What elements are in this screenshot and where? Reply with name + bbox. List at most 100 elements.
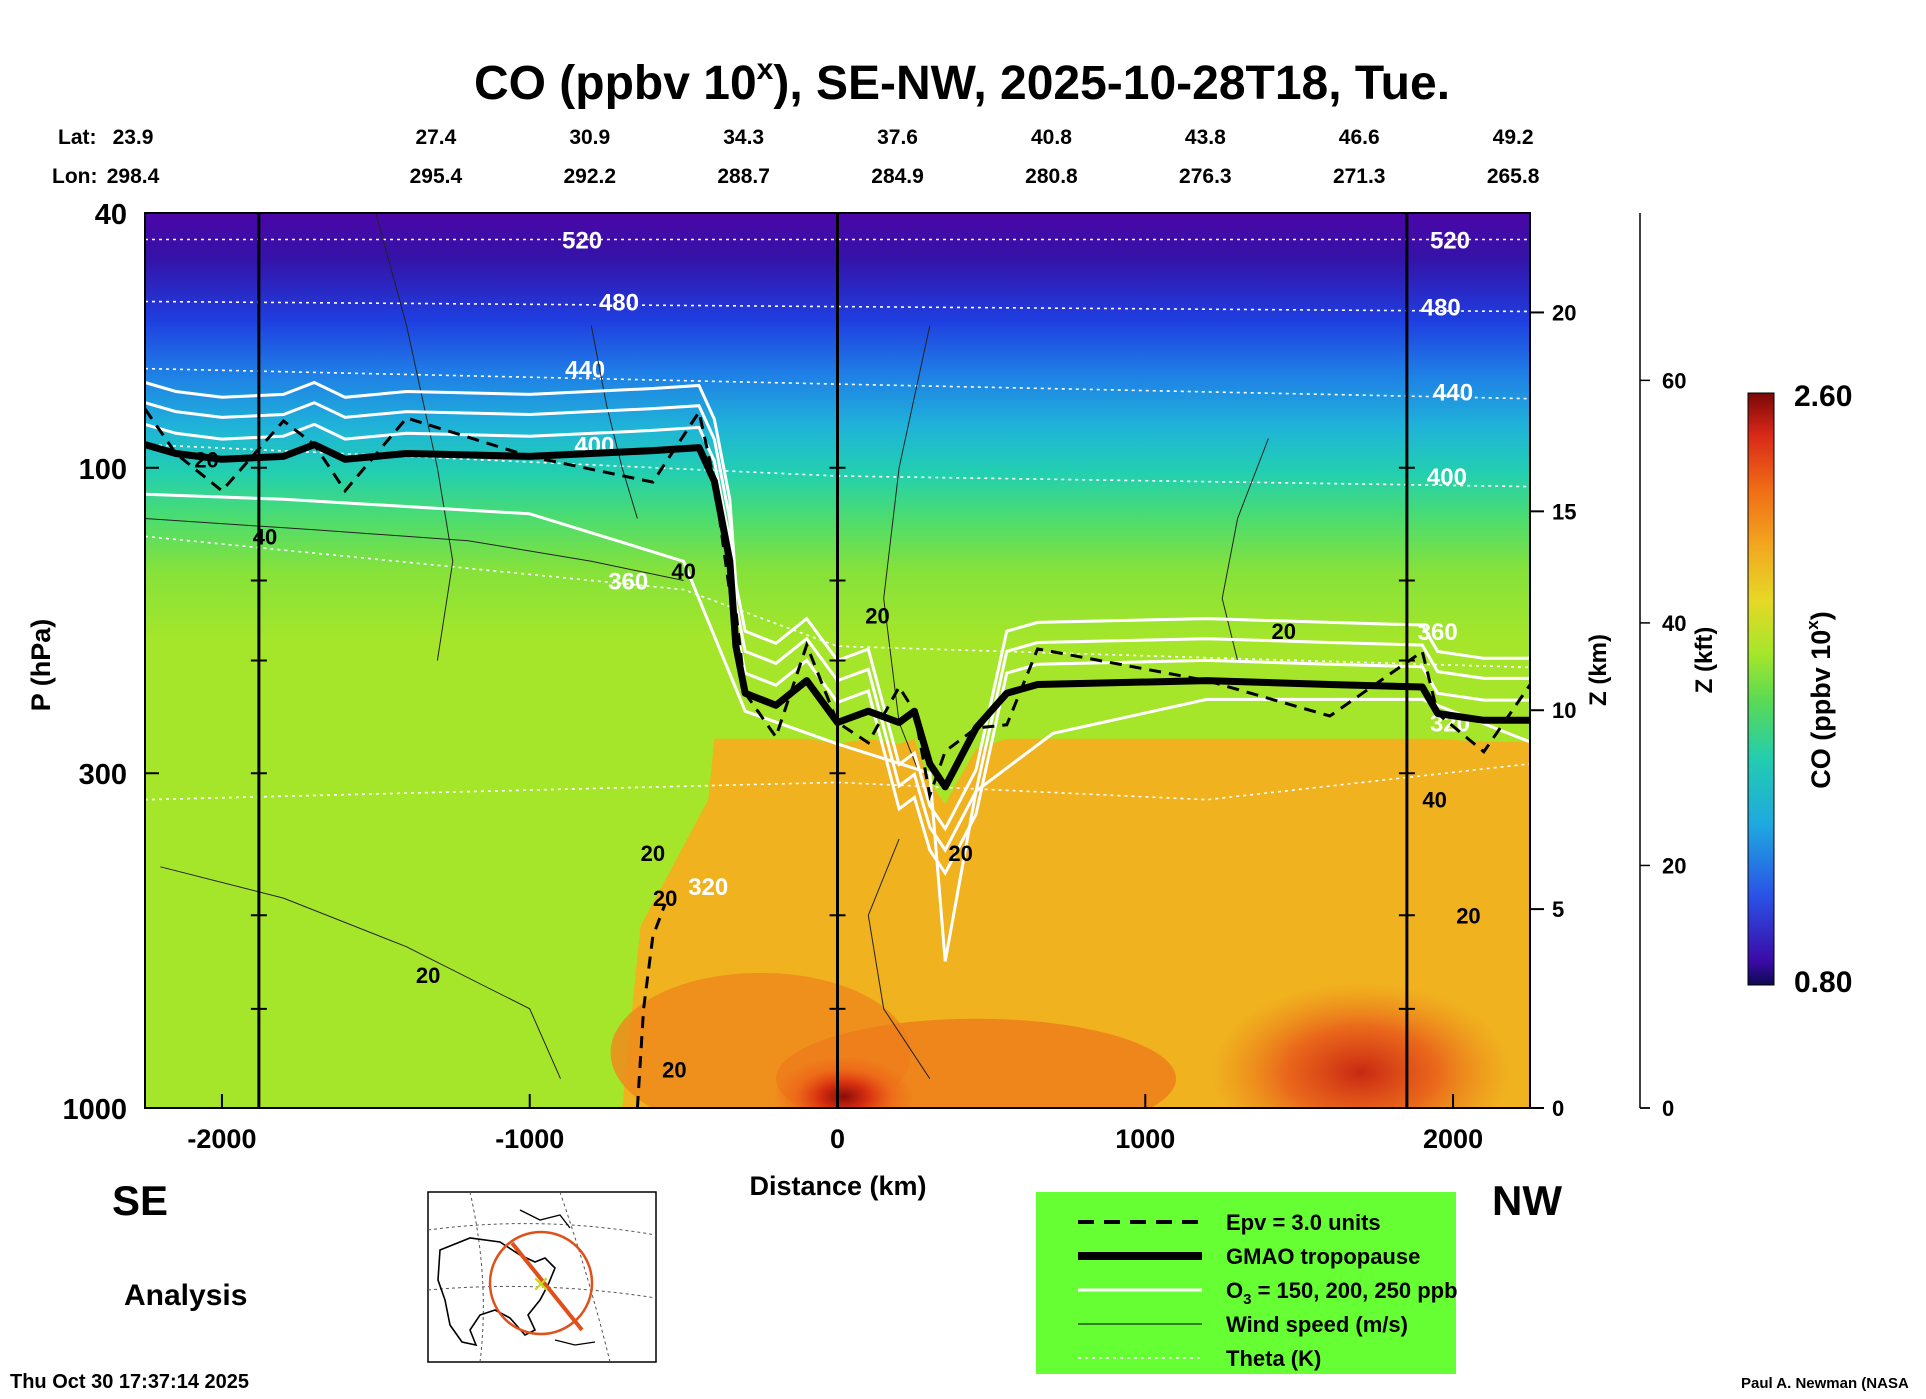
z-km-tick-label: 10 [1552, 698, 1576, 723]
range-circle [488, 1230, 594, 1336]
epv-line [145, 408, 1530, 802]
legend-label: GMAO tropopause [1226, 1244, 1420, 1269]
ozone-isoline [145, 422, 1530, 877]
axes: -2000 -1000 0 1000 2000 40 100 300 1000 0 5 10 15 20 0… [62, 199, 1686, 1154]
theta-label: 440 [1433, 379, 1473, 406]
theta-label: 480 [1421, 295, 1461, 322]
lon-value: 295.4 [410, 165, 463, 188]
z-km-tick-label: 20 [1552, 300, 1576, 325]
wind-speed-contour [160, 866, 561, 1079]
wind-speed-label: 20 [1272, 619, 1296, 644]
colorbar: 2.60 0.80 CO (ppbv 10x) [1747, 380, 1852, 999]
wind-speed-label: 20 [194, 447, 218, 472]
z-kft-tick-label: 40 [1662, 611, 1686, 636]
colorbar-gradient [1747, 392, 1775, 986]
z-kft-tick-label: 60 [1662, 368, 1686, 393]
theta-isoline [145, 763, 1530, 801]
lat-label: Lat: [58, 126, 97, 149]
legend: Epv = 3.0 units GMAO tropopause O3 = 150, … [1036, 1192, 1458, 1374]
wind-speed-label: 20 [653, 886, 677, 911]
theta-label: 320 [688, 874, 728, 901]
timestamp: Thu Oct 30 17:37:14 2025 [10, 1371, 249, 1393]
lat-lon-row: 23.9 298.4 27.4 295.4 30.9 292.2 34.3 288.7 37.6… [107, 126, 1540, 188]
direction-se: SE [112, 1177, 168, 1224]
wind-speed-contour [867, 838, 931, 1079]
z-km-tick-label: 0 [1552, 1096, 1564, 1121]
colorbar-min: 0.80 [1794, 966, 1852, 999]
lat-value: 46.6 [1339, 126, 1380, 149]
lon-value: 271.3 [1333, 165, 1386, 188]
lon-value: 298.4 [107, 165, 160, 188]
lon-value: 276.3 [1179, 165, 1232, 188]
wind-speed-contour [590, 325, 638, 519]
theta-label: 520 [562, 228, 602, 255]
p-tick-label: 100 [79, 454, 127, 486]
x-tick-label: 1000 [1115, 1124, 1175, 1154]
wind-speed-label: 40 [671, 559, 695, 584]
lon-value: 265.8 [1487, 165, 1540, 188]
legend-label: Epv = 3.0 units [1226, 1210, 1381, 1235]
direction-nw: NW [1492, 1177, 1562, 1224]
theta-label: 400 [1427, 464, 1467, 491]
wind-speed-contour [375, 213, 454, 661]
x-tick-label: 0 [830, 1124, 845, 1154]
wind-speed-label: 40 [253, 524, 277, 549]
lon-value: 292.2 [563, 165, 616, 188]
x-tick-label: 2000 [1423, 1124, 1483, 1154]
z-km-axis-label: Z (km) [1585, 634, 1612, 706]
wind-speed-label: 40 [1422, 788, 1446, 813]
theta-label: 360 [1418, 619, 1458, 646]
analysis-label: Analysis [124, 1279, 247, 1312]
lon-value: 288.7 [717, 165, 770, 188]
center-marker-icon: ✕ [532, 1272, 550, 1297]
lat-value: 43.8 [1185, 126, 1226, 149]
z-kft-axis-label: Z (kft) [1691, 627, 1718, 694]
theta-label: 520 [1430, 228, 1470, 255]
ozone-isoline [145, 401, 1530, 854]
lat-value: 40.8 [1031, 126, 1072, 149]
wind-speed-label: 20 [1456, 903, 1480, 928]
lat-value: 49.2 [1493, 126, 1534, 149]
credit: Paul A. Newman (NASA [1741, 1375, 1909, 1392]
wind-speed-label: 20 [865, 603, 889, 628]
wind-speed-contour [1221, 438, 1269, 661]
theta-label: 360 [608, 569, 648, 596]
p-tick-label: 300 [79, 759, 127, 791]
x-tick-label: -1000 [495, 1124, 564, 1154]
z-km-tick-label: 15 [1552, 499, 1576, 524]
lat-value: 37.6 [877, 126, 918, 149]
lat-value: 30.9 [569, 126, 610, 149]
z-kft-tick-label: 0 [1662, 1096, 1674, 1121]
co-field-max-nw [1210, 982, 1511, 1108]
wind-speed-label: 20 [662, 1057, 686, 1082]
tropopause-line [145, 441, 1530, 791]
legend-label: Wind speed (m/s) [1226, 1312, 1408, 1337]
z-km-tick-label: 5 [1552, 897, 1564, 922]
colorbar-label: CO (ppbv 10x) [1803, 611, 1836, 789]
epv-line [635, 903, 667, 1108]
lat-value: 34.3 [723, 126, 764, 149]
theta-label: 480 [599, 290, 639, 317]
wind-speed-label: 20 [416, 963, 440, 988]
lon-value: 284.9 [871, 165, 924, 188]
lon-label: Lon: [52, 165, 97, 188]
z-kft-tick-label: 20 [1662, 853, 1686, 878]
theta-label: 440 [565, 357, 605, 384]
legend-label: O3 = 150, 200, 250 ppb [1226, 1278, 1458, 1308]
ozone-isoline [145, 380, 1530, 832]
wind-speed-label: 20 [948, 841, 972, 866]
p-tick-label: 40 [95, 199, 127, 231]
wind-speed-contour [883, 325, 931, 800]
y-axis-label: P (hPa) [26, 619, 56, 712]
x-tick-label: -2000 [187, 1124, 256, 1154]
chart-title: CO (ppbv 10x), SE-NW, 2025-10-28T18, Tue… [474, 53, 1450, 110]
inset-map: ✕ [427, 1191, 657, 1363]
x-axis-label: Distance (km) [749, 1171, 926, 1201]
lat-value: 23.9 [113, 126, 154, 149]
lon-value: 280.8 [1025, 165, 1078, 188]
lat-value: 27.4 [415, 126, 456, 149]
wind-speed-label: 20 [641, 841, 665, 866]
co-field-max-surface [773, 1056, 914, 1108]
